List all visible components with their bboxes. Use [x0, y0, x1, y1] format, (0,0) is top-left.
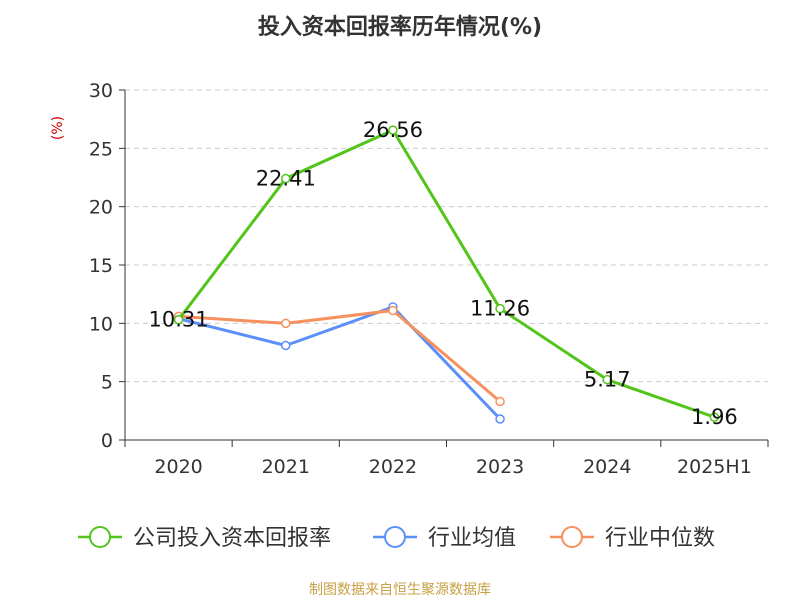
grid-lines [125, 89, 768, 383]
data-point [173, 314, 184, 325]
x-tick-label: 2023 [476, 456, 524, 478]
data-point [281, 340, 291, 351]
data-point [388, 125, 398, 135]
data-label: 26.56 [363, 118, 423, 142]
legend-swatch-marker [561, 526, 583, 548]
legend-label: 公司投入资本回报率 [133, 526, 331, 551]
x-tick-label: 2025H1 [677, 456, 752, 478]
data-label: 22.41 [256, 167, 316, 191]
data-point [495, 303, 505, 314]
data-label: 5.17 [584, 368, 631, 392]
data-label: 11.26 [470, 297, 530, 321]
x-tick-label: 2021 [262, 456, 310, 478]
x-axis-ticks: 2020 2021 2022 2023 2024 2025H1 [124, 440, 769, 478]
legend-label: 行业中位数 [605, 526, 715, 551]
series-group [173, 125, 720, 424]
data-point [281, 173, 291, 184]
data-point [281, 318, 291, 329]
data-point [388, 305, 398, 316]
y-axis-label: (%) [50, 116, 66, 140]
legend-swatch-marker [89, 526, 111, 548]
y-axis-ticks: 0 5 10 15 20 25 30 [89, 80, 125, 452]
x-tick-label: 2022 [369, 456, 417, 478]
data-point [495, 414, 505, 424]
data-point [602, 374, 612, 385]
series-line-0 [177, 128, 715, 419]
data-label: 1.96 [691, 405, 738, 429]
y-tick-label: 15 [89, 255, 113, 277]
series-line-2 [178, 309, 502, 403]
legend: 公司投入资本回报率 行业均值 行业中位数 [78, 526, 715, 551]
x-tick-label: 2020 [154, 456, 202, 478]
source-note: 制图数据来自恒生聚源数据库 [309, 582, 491, 598]
data-point [709, 412, 720, 422]
y-tick-label: 20 [89, 197, 113, 219]
y-tick-label: 5 [101, 372, 113, 394]
legend-swatch-marker [384, 526, 406, 548]
y-tick-label: 10 [89, 313, 113, 335]
chart-title: 投入资本回报率历年情况(%) [258, 14, 542, 40]
data-labels: 10.31 22.41 26.56 11.26 5.17 1.96 [149, 118, 738, 429]
y-tick-label: 25 [89, 138, 113, 160]
y-tick-label: 30 [89, 80, 113, 102]
data-label: 10.31 [149, 308, 209, 332]
legend-label: 行业均值 [428, 526, 516, 551]
x-tick-label: 2024 [583, 456, 631, 478]
data-point [495, 396, 505, 407]
y-tick-label: 0 [101, 430, 113, 452]
series-line-1 [178, 305, 502, 421]
